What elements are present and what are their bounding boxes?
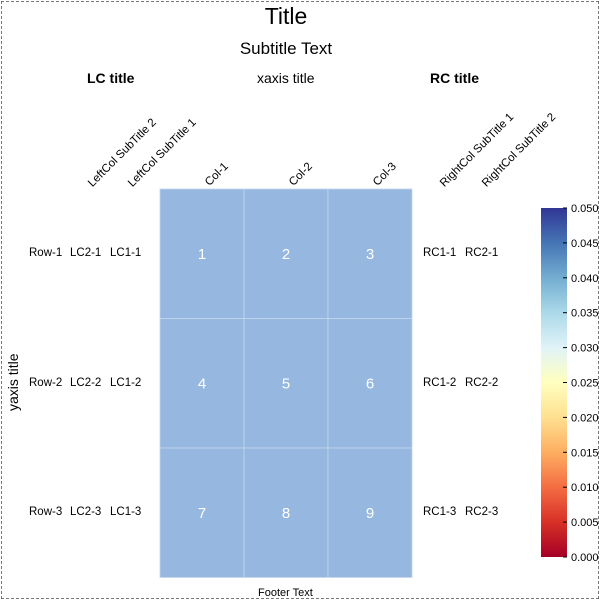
row-label-3: Row-3 [29,506,63,518]
heatmap-cell-value: 5 [282,375,290,392]
right-col-value: RC2-2 [465,377,499,389]
colorbar-tick-label: 0.035 [571,308,599,320]
right-col-value: RC1-3 [423,506,457,518]
heatmap-cell [159,188,245,319]
heatmap-cell-value: 9 [366,505,374,522]
left-col-value: LC2-2 [70,377,102,389]
heatmap-cell [327,188,413,319]
chart-title: Title [264,3,308,29]
chart-subtitle: Subtitle Text [239,39,333,58]
row-label-1: Row-1 [29,247,63,259]
heatmap-cell [327,447,413,578]
heatmap-cell-value: 4 [198,375,206,392]
heatmap-cell [159,318,245,449]
colorbar [541,208,567,557]
right-col-value: RC1-1 [423,247,457,259]
colorbar-tick-label: 0.000 [571,552,599,564]
heatmap-cell-value: 3 [366,246,374,263]
heatmap-cell [243,188,329,319]
colorbar-tick-label: 0.040 [571,273,599,285]
heatmap-cell [243,318,329,449]
heatmap-cell-value: 8 [282,505,290,522]
colorbar-tick-label: 0.030 [571,343,599,355]
heatmap-cell-value: 7 [198,505,206,522]
heatmap-cell-value: 6 [366,375,374,392]
right-col-value: RC2-3 [465,506,499,518]
heatmap-cell-value: 1 [198,246,206,263]
footer-text: Footer Text [258,587,313,599]
heatmap-cell [327,318,413,449]
colorbar-tick-label: 0.010 [571,482,599,494]
left-col-value: LC2-3 [70,506,102,518]
colorbar-tick-label: 0.050 [571,203,599,215]
left-col-value: LC1-2 [110,377,142,389]
heatmap-cell [159,447,245,578]
colorbar-tick-label: 0.045 [571,238,599,250]
right-col-value: RC1-2 [423,377,457,389]
left-columns-title: LC title [87,70,135,86]
colorbar-tick-label: 0.025 [571,378,599,390]
right-columns-title: RC title [430,70,479,86]
left-col-value: LC2-1 [70,247,102,259]
heatmap-cell [243,447,329,578]
heatmap-cell-value: 2 [282,246,290,263]
left-col-value: LC1-1 [110,247,142,259]
colorbar-tick-label: 0.005 [571,517,599,529]
row-label-2: Row-2 [29,377,63,389]
colorbar-tick-label: 0.015 [571,447,599,459]
x-axis-title: xaxis title [257,70,315,86]
right-col-value: RC2-1 [465,247,499,259]
colorbar-tick-label: 0.020 [571,412,599,424]
left-col-value: LC1-3 [110,506,142,518]
